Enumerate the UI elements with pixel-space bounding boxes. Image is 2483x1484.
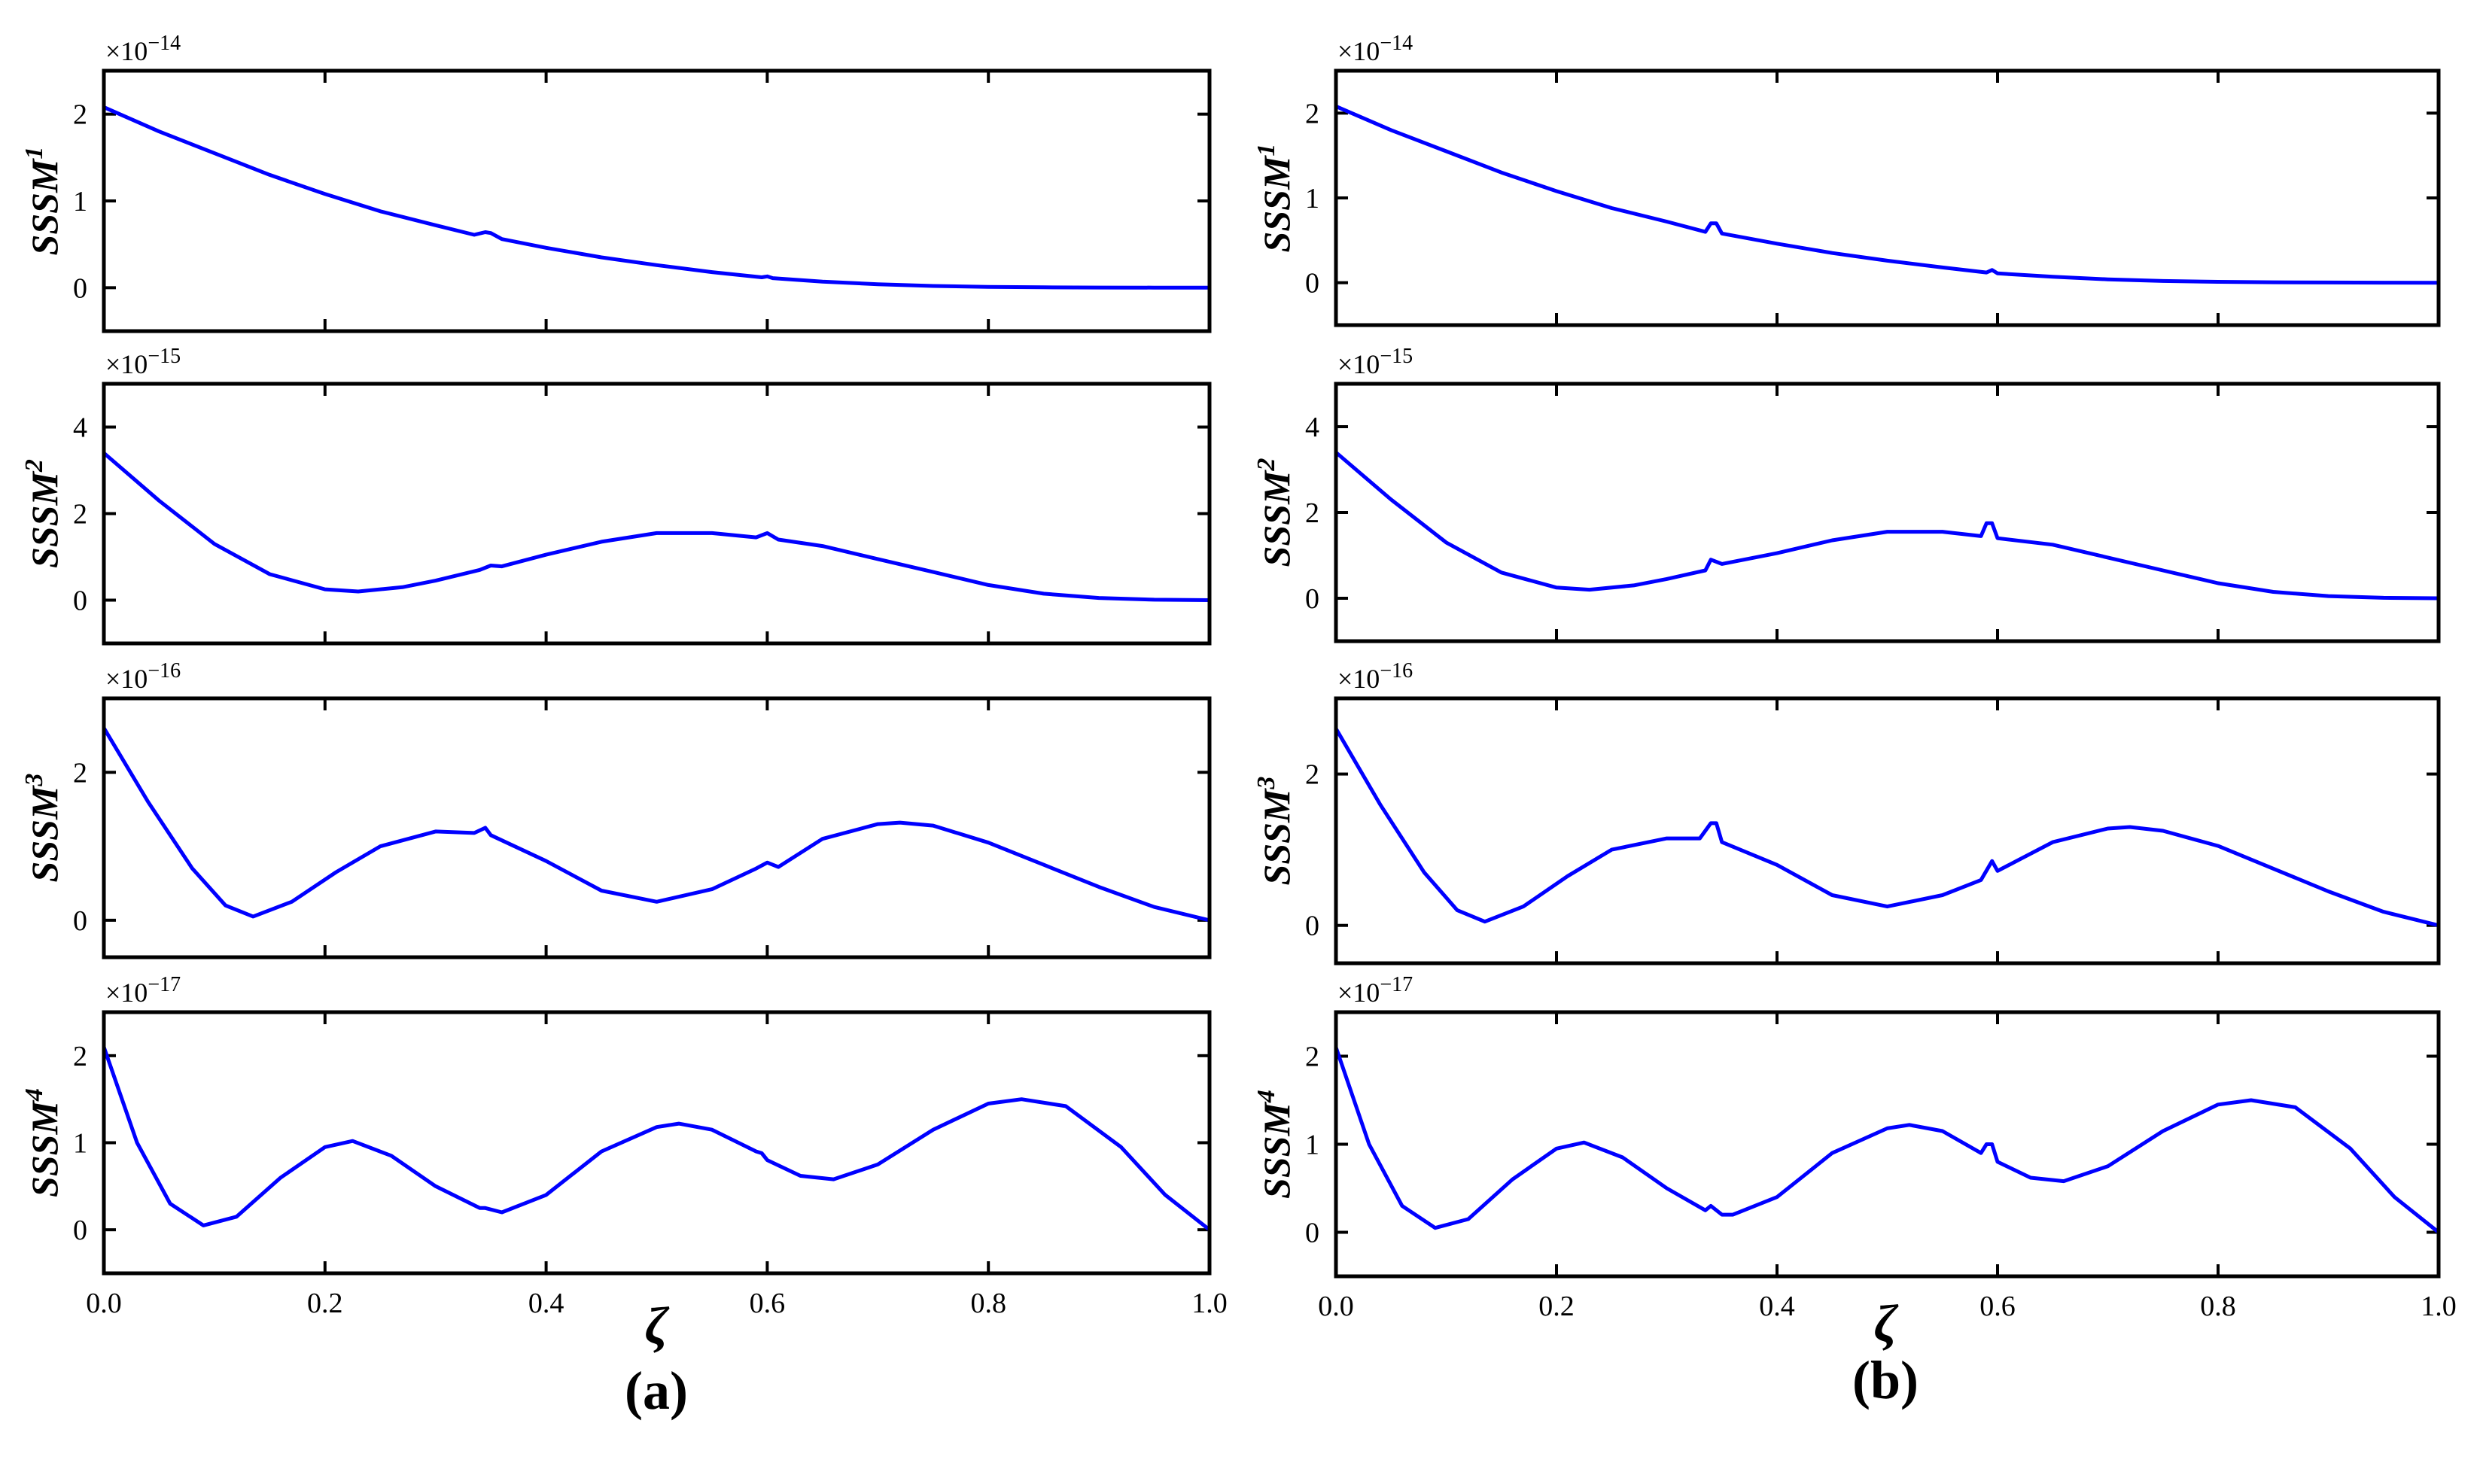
y-tick-label: 0 [1305,268,1319,300]
y-tick-label: 0 [73,905,87,937]
exponent-label: ×10−14 [105,32,181,66]
series-line [102,105,1210,290]
y-tick-label: 2 [73,1041,87,1072]
y-tick-label: 1 [1305,183,1319,214]
exponent-label: ×10−15 [105,345,181,379]
series-line [1334,451,2439,601]
x-axis-title: ζ [645,1297,670,1355]
x-tick-label: 0.6 [1979,1291,2016,1322]
y-tick-label: 2 [1305,497,1319,529]
series-line [102,452,1210,602]
subplot-b-3: 0 2 ×10−16 SSSM3 [1252,659,2441,966]
y-tick-label: 2 [1305,759,1319,791]
x-tick-label: 0.0 [86,1288,122,1319]
y-tick-label: 0 [73,1215,87,1246]
y-tick-label: 1 [1305,1130,1319,1161]
x-tick-label: 0.4 [528,1288,564,1319]
plot-frame [1334,382,2441,643]
exponent-label: ×10−17 [105,973,181,1008]
x-tick-label: 0.6 [750,1288,786,1319]
y-axis-title: SSSM1 [1252,144,1298,253]
x-tick-label: 1.0 [2421,1291,2457,1322]
y-tick-label: 2 [73,499,87,531]
x-tick-label: 0.0 [1318,1291,1354,1322]
series-line [102,1046,1211,1232]
plot-frame [1334,1010,2441,1279]
x-axis-title: ζ [1874,1295,1899,1353]
y-axis-title: SSSM1 [20,147,65,256]
y-tick-label: 0 [1305,583,1319,615]
y-tick-label: 2 [73,757,87,789]
plot-frame [102,696,1212,959]
plot-frame [102,382,1212,646]
panel-label: (b) [1852,1350,1919,1410]
y-axis-title: SSSM3 [1252,777,1298,886]
exponent-label: ×10−16 [105,659,181,694]
plot-frame [102,68,1212,333]
y-axis-title: SSSM2 [20,459,65,568]
exponent-label: ×10−14 [1337,32,1413,66]
panel-label: (a) [625,1361,688,1421]
panel-b: 012×10−14SSSM1024×10−15SSSM202×10−16SSSM… [1252,32,2457,1410]
x-tick-label: 0.8 [970,1288,1006,1319]
y-tick-label: 4 [1305,412,1319,443]
y-tick-label: 0 [73,272,87,304]
plot-frame [1334,696,2441,966]
x-tick-label: 0.2 [1538,1291,1575,1322]
series-line [1334,1046,2440,1234]
y-tick-label: 2 [1305,1042,1319,1073]
y-axis-title: SSSM3 [20,774,65,883]
y-tick-label: 2 [1305,98,1319,129]
series-line [102,727,1210,923]
plot-frame [1334,68,2441,327]
panel-a: 012×10−14SSSM1024×10−15SSSM202×10−16SSSM… [20,32,1228,1421]
y-tick-label: 0 [73,585,87,617]
subplot-a-3: 0 2 ×10−16 SSSM3 [20,659,1212,959]
y-axis-title: SSSM2 [1252,458,1298,567]
y-axis-title: SSSM4 [20,1088,65,1197]
y-axis-title: SSSM4 [1252,1090,1298,1199]
exponent-label: ×10−17 [1337,973,1413,1008]
y-tick-label: 2 [73,99,87,131]
x-tick-label: 0.2 [307,1288,343,1319]
y-tick-label: 0 [1305,1218,1319,1249]
y-tick-label: 1 [73,1128,87,1160]
subplot-a-4: 0 1 2 ×10−17 SSSM4 0.0 0.2 0.4 0.6 0.8 1.0 [20,973,1228,1319]
series-line [1334,727,2439,928]
subplot-a-2: 0 2 4 ×10−15 SSSM2 [20,345,1212,646]
x-tick-label: 0.4 [1759,1291,1795,1322]
subplot-a-1: 0 1 2 ×10−14 SSSM1 [20,32,1212,333]
subplot-b-2: 0 2 4 ×10−15 SSSM2 [1252,345,2441,643]
subplot-b-4: 0 1 2 ×10−17 SSSM4 0.0 0.2 0.4 0.6 0.8 1.0 [1252,973,2457,1322]
subplot-b-1: 0 1 2 ×10−14 SSSM1 [1252,32,2441,327]
y-tick-label: 1 [73,186,87,217]
y-tick-label: 4 [73,412,87,444]
series-line [1335,105,2439,285]
exponent-label: ×10−15 [1337,345,1413,379]
x-tick-label: 0.8 [2200,1291,2236,1322]
exponent-label: ×10−16 [1337,659,1413,694]
x-tick-label: 1.0 [1191,1288,1228,1319]
plot-frame [102,1010,1212,1276]
y-tick-label: 0 [1305,911,1319,942]
